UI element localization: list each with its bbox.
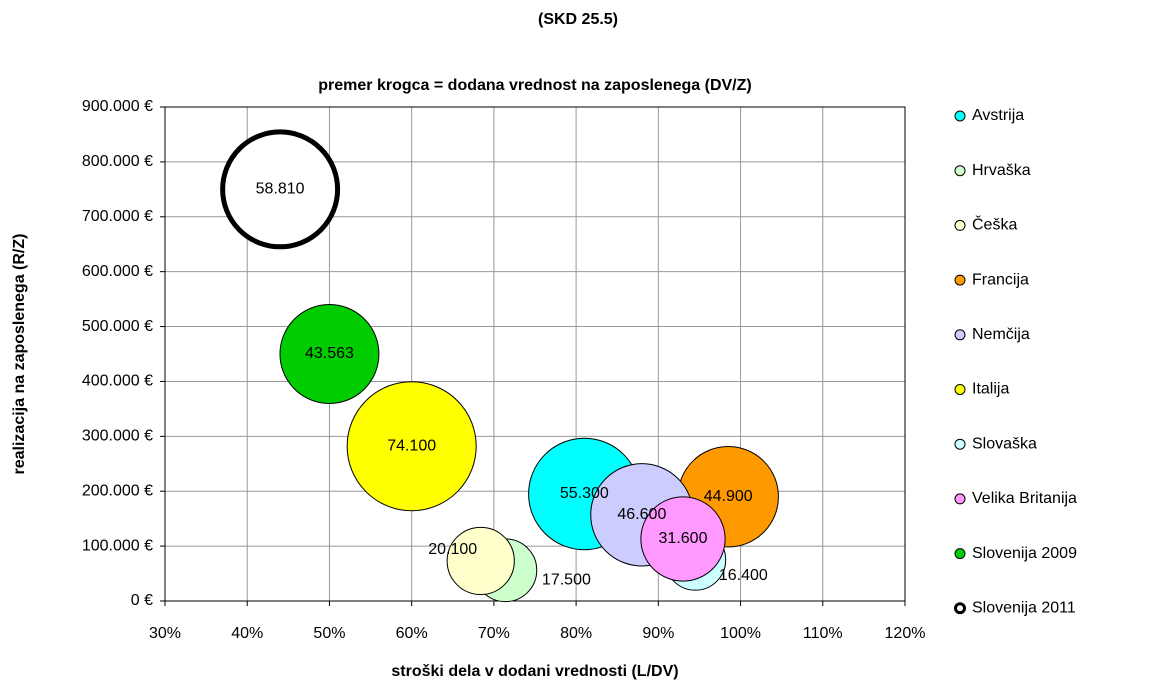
legend-marker bbox=[954, 493, 966, 505]
plot-border bbox=[164, 106, 906, 602]
y-tick-label: 700.000 € bbox=[82, 208, 153, 225]
bubble bbox=[346, 381, 477, 512]
x-tick-label: 50% bbox=[313, 625, 345, 642]
y-tick-label: 200.000 € bbox=[82, 482, 153, 499]
y-tick-label: 500.000 € bbox=[82, 318, 153, 335]
data-label: 17.500 bbox=[542, 571, 591, 588]
x-tick-label: 100% bbox=[720, 625, 761, 642]
legend-label: Italija bbox=[972, 381, 1009, 398]
y-tick-label: 100.000 € bbox=[82, 537, 153, 554]
x-tick-label: 70% bbox=[478, 625, 510, 642]
legend-label: Slovenija 2011 bbox=[972, 600, 1076, 617]
y-tick-label: 600.000 € bbox=[82, 263, 153, 280]
x-tick-label: 40% bbox=[231, 625, 263, 642]
legend-marker bbox=[954, 329, 966, 341]
x-axis-label: stroški dela v dodani vrednosti (L/DV) bbox=[391, 663, 678, 680]
legend-label: Češka bbox=[972, 215, 1017, 234]
data-label: 44.900 bbox=[704, 488, 753, 505]
y-tick-label: 300.000 € bbox=[82, 428, 153, 445]
y-tick-label: 900.000 € bbox=[82, 98, 153, 115]
legend-label: Francija bbox=[972, 271, 1029, 288]
data-label: 16.400 bbox=[719, 567, 768, 584]
legend-marker bbox=[954, 602, 966, 615]
data-label: 46.600 bbox=[617, 506, 666, 523]
legend-marker bbox=[954, 165, 966, 177]
legend-label: Avstrija bbox=[972, 107, 1024, 124]
chart-title: (SKD 25.5) bbox=[538, 11, 618, 28]
legend-marker bbox=[954, 219, 966, 231]
legend-label: Nemčija bbox=[972, 326, 1030, 343]
bubble bbox=[279, 304, 380, 404]
data-label: 20.100 bbox=[428, 541, 477, 558]
bubble bbox=[220, 129, 341, 250]
legend-label: Slovenija 2009 bbox=[972, 545, 1077, 562]
legend-marker bbox=[954, 384, 966, 395]
y-axis-label: realizacija na zaposlenega (R/Z) bbox=[11, 234, 28, 475]
legend-marker bbox=[954, 438, 966, 450]
data-label: 58.810 bbox=[256, 181, 305, 198]
x-tick-label: 90% bbox=[642, 625, 674, 642]
x-tick-label: 60% bbox=[396, 625, 428, 642]
y-tick-label: 0 € bbox=[131, 592, 153, 609]
legend-label: Hrvaška bbox=[972, 162, 1031, 179]
bubble bbox=[446, 526, 515, 596]
legend-label: Velika Britanija bbox=[972, 490, 1077, 507]
data-label: 31.600 bbox=[659, 530, 708, 547]
y-tick-label: 400.000 € bbox=[82, 373, 153, 390]
x-tick-label: 80% bbox=[560, 625, 592, 642]
y-tick-label: 800.000 € bbox=[82, 153, 153, 170]
bubble bbox=[640, 496, 726, 582]
data-label: 43.563 bbox=[305, 345, 354, 362]
chart-subtitle: premer krogca = dodana vrednost na zapos… bbox=[318, 77, 751, 94]
x-tick-label: 110% bbox=[803, 625, 843, 642]
legend-label: Slovaška bbox=[972, 435, 1037, 452]
legend-marker bbox=[954, 274, 966, 286]
legend-marker bbox=[954, 110, 966, 122]
x-tick-label: 30% bbox=[149, 625, 181, 642]
data-label: 55.300 bbox=[560, 485, 609, 502]
data-label: 74.100 bbox=[387, 437, 436, 454]
legend-marker bbox=[954, 548, 966, 560]
x-tick-label: 120% bbox=[885, 625, 926, 642]
